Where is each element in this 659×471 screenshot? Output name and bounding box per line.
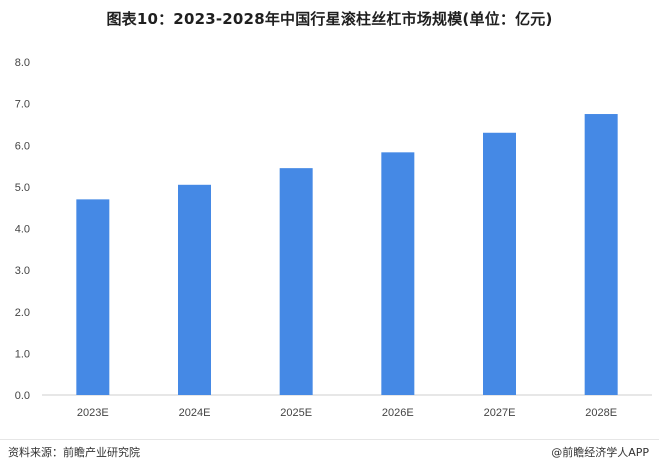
x-tick-label: 2025E: [280, 407, 312, 419]
y-axis: 0.0 1.0 2.0 3.0 4.0 5.0 6.0 7.0 8.0: [15, 57, 30, 402]
x-tick-label: 2028E: [585, 407, 617, 419]
bar-2026E: [381, 152, 415, 395]
x-tick-label: 2026E: [382, 407, 414, 419]
bars-group: [76, 114, 618, 395]
footer-divider: [0, 439, 659, 440]
credit-text: @前瞻经济学人APP: [551, 446, 649, 459]
y-tick-label: 3.0: [15, 265, 30, 277]
x-tick-label: 2027E: [484, 407, 516, 419]
chart-title: 图表10：2023-2028年中国行星滚柱丝杠市场规模(单位：亿元): [106, 10, 553, 28]
x-tick-label: 2024E: [179, 407, 211, 419]
y-tick-label: 8.0: [15, 57, 30, 69]
y-tick-label: 2.0: [15, 307, 30, 319]
x-axis: 2023E 2024E 2025E 2026E 2027E 2028E: [77, 407, 617, 419]
y-tick-label: 0.0: [15, 390, 30, 402]
y-tick-label: 4.0: [15, 224, 30, 236]
bar-2027E: [483, 132, 516, 395]
y-tick-label: 5.0: [15, 182, 30, 194]
y-tick-label: 1.0: [15, 348, 30, 360]
bar-2025E: [279, 168, 313, 395]
bar-chart: 0.01.02.03.04.05.06.07.08.0 2023E 2024E 20…: [15, 57, 652, 419]
source-text: 资料来源：前瞻产业研究院: [8, 446, 140, 459]
bar-2024E: [178, 184, 211, 395]
bar-2028E: [584, 114, 618, 395]
x-tick-label: 2023E: [77, 407, 109, 419]
y-tick-label: 6.0: [15, 140, 30, 152]
bar-2023E: [76, 199, 110, 395]
y-tick-label: 7.0: [15, 99, 30, 111]
